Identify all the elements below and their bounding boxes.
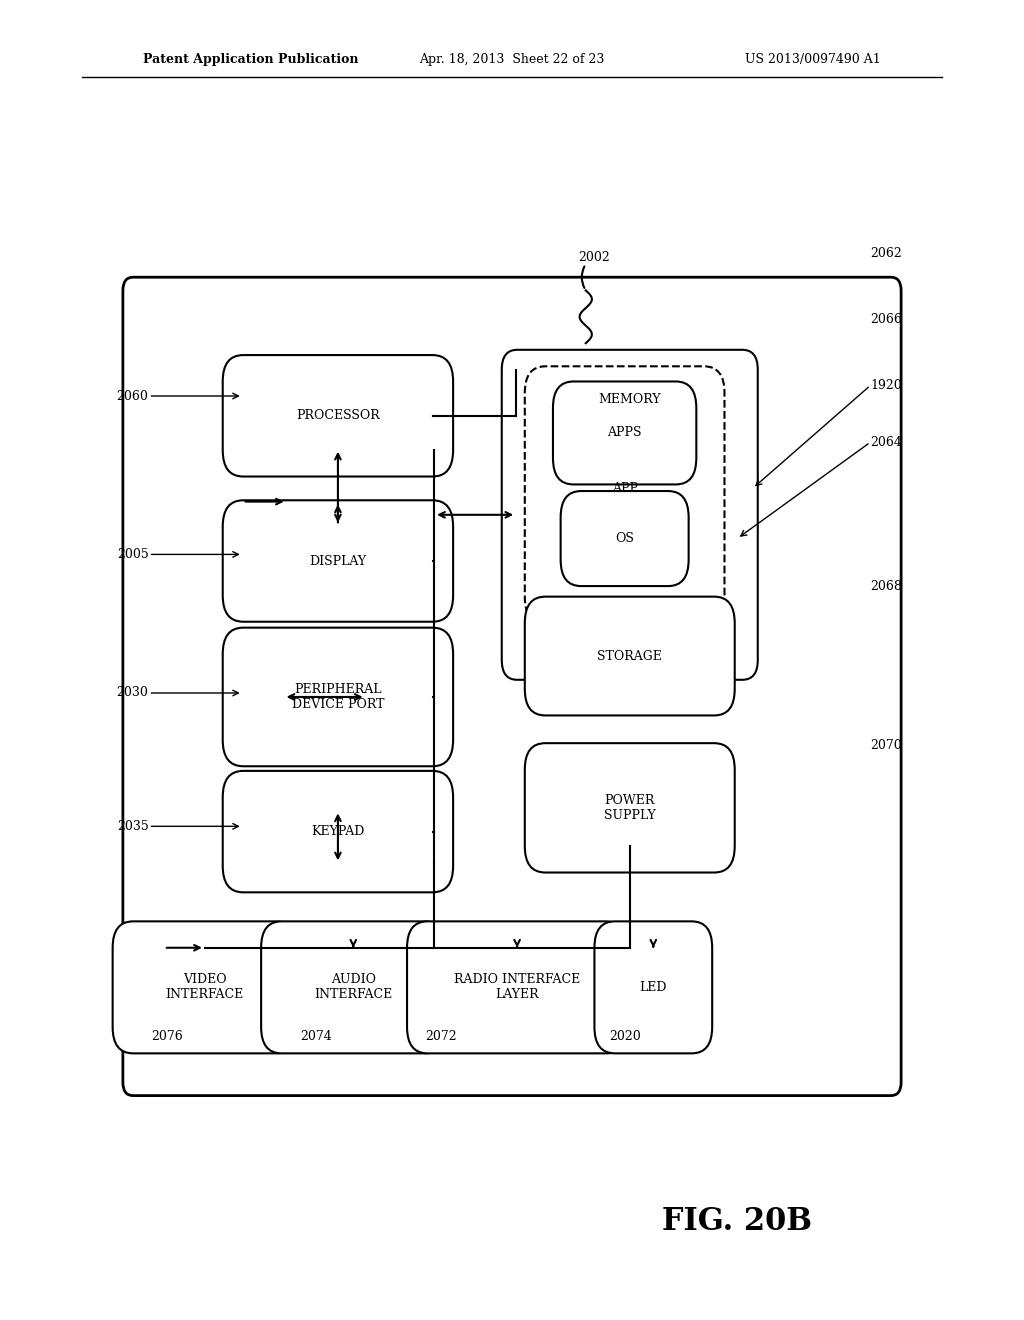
- Text: LED: LED: [640, 981, 667, 994]
- Text: OS: OS: [615, 532, 634, 545]
- Text: 2002: 2002: [579, 251, 610, 264]
- FancyBboxPatch shape: [113, 921, 297, 1053]
- Text: 2076: 2076: [152, 1030, 183, 1043]
- FancyBboxPatch shape: [524, 743, 735, 873]
- FancyBboxPatch shape: [223, 628, 453, 766]
- Text: STORAGE: STORAGE: [597, 649, 663, 663]
- Text: AUDIO
INTERFACE: AUDIO INTERFACE: [314, 973, 392, 1002]
- Text: 2020: 2020: [609, 1030, 641, 1043]
- Text: MEMORY: MEMORY: [598, 393, 662, 407]
- FancyBboxPatch shape: [123, 277, 901, 1096]
- Text: PROCESSOR: PROCESSOR: [296, 409, 380, 422]
- FancyBboxPatch shape: [524, 597, 735, 715]
- Text: VIDEO
INTERFACE: VIDEO INTERFACE: [166, 973, 244, 1002]
- FancyBboxPatch shape: [261, 921, 445, 1053]
- FancyBboxPatch shape: [223, 500, 453, 622]
- Text: Patent Application Publication: Patent Application Publication: [143, 53, 358, 66]
- Text: KEYPAD: KEYPAD: [311, 825, 365, 838]
- FancyBboxPatch shape: [407, 921, 627, 1053]
- Text: POWER
SUPPLY: POWER SUPPLY: [604, 793, 655, 822]
- Text: 2060: 2060: [117, 389, 148, 403]
- FancyBboxPatch shape: [561, 491, 688, 586]
- Text: DISPLAY: DISPLAY: [309, 554, 367, 568]
- FancyBboxPatch shape: [524, 367, 725, 624]
- Text: 2066: 2066: [870, 313, 902, 326]
- Text: 2074: 2074: [300, 1030, 332, 1043]
- Text: Apr. 18, 2013  Sheet 22 of 23: Apr. 18, 2013 Sheet 22 of 23: [419, 53, 605, 66]
- Text: 2062: 2062: [870, 247, 902, 260]
- Text: 2070: 2070: [870, 739, 902, 752]
- Text: APP: APP: [611, 482, 638, 495]
- Text: 2035: 2035: [117, 820, 148, 833]
- Text: 2030: 2030: [117, 686, 148, 700]
- Text: RADIO INTERFACE
LAYER: RADIO INTERFACE LAYER: [454, 973, 581, 1002]
- Text: APPS: APPS: [607, 426, 642, 440]
- Text: 1920: 1920: [870, 379, 902, 392]
- Text: FIG. 20B: FIG. 20B: [663, 1205, 812, 1237]
- Text: 2005: 2005: [117, 548, 148, 561]
- FancyBboxPatch shape: [223, 355, 453, 477]
- FancyBboxPatch shape: [553, 381, 696, 484]
- FancyBboxPatch shape: [594, 921, 713, 1053]
- Text: 2064: 2064: [870, 436, 902, 449]
- Text: 2072: 2072: [425, 1030, 457, 1043]
- FancyBboxPatch shape: [502, 350, 758, 680]
- Text: US 2013/0097490 A1: US 2013/0097490 A1: [744, 53, 881, 66]
- FancyBboxPatch shape: [223, 771, 453, 892]
- Text: 2068: 2068: [870, 579, 902, 593]
- Text: PERIPHERAL
DEVICE PORT: PERIPHERAL DEVICE PORT: [292, 682, 384, 711]
